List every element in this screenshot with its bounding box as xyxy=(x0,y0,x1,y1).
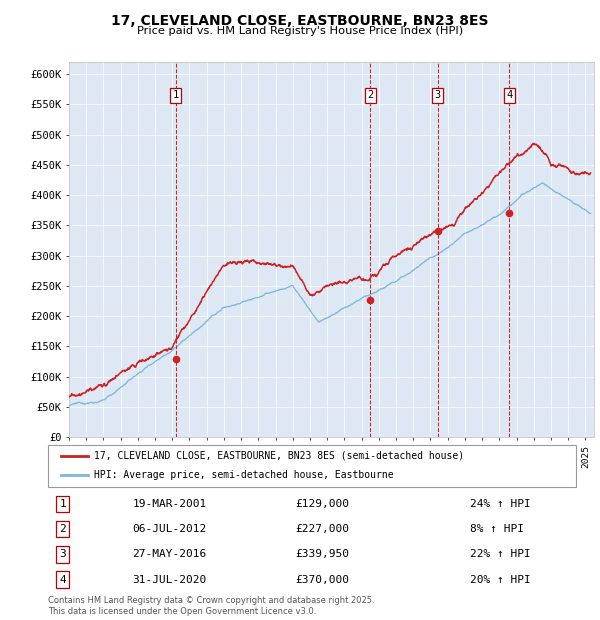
Text: 06-JUL-2012: 06-JUL-2012 xyxy=(133,525,207,534)
Text: 3: 3 xyxy=(434,91,440,100)
Text: 2: 2 xyxy=(367,91,374,100)
Text: 1: 1 xyxy=(173,91,179,100)
Text: 27-MAY-2016: 27-MAY-2016 xyxy=(133,549,207,559)
Text: £227,000: £227,000 xyxy=(296,525,350,534)
Text: 3: 3 xyxy=(59,549,66,559)
Text: 8% ↑ HPI: 8% ↑ HPI xyxy=(470,525,524,534)
Text: 20% ↑ HPI: 20% ↑ HPI xyxy=(470,575,531,585)
FancyBboxPatch shape xyxy=(48,445,576,487)
Text: 2: 2 xyxy=(59,525,66,534)
Text: 1: 1 xyxy=(59,499,66,509)
Text: 31-JUL-2020: 31-JUL-2020 xyxy=(133,575,207,585)
Text: Contains HM Land Registry data © Crown copyright and database right 2025.
This d: Contains HM Land Registry data © Crown c… xyxy=(48,596,374,616)
Text: 24% ↑ HPI: 24% ↑ HPI xyxy=(470,499,531,509)
Text: Price paid vs. HM Land Registry's House Price Index (HPI): Price paid vs. HM Land Registry's House … xyxy=(137,26,463,36)
Text: HPI: Average price, semi-detached house, Eastbourne: HPI: Average price, semi-detached house,… xyxy=(94,471,394,480)
Text: 17, CLEVELAND CLOSE, EASTBOURNE, BN23 8ES (semi-detached house): 17, CLEVELAND CLOSE, EASTBOURNE, BN23 8E… xyxy=(94,451,464,461)
Text: 22% ↑ HPI: 22% ↑ HPI xyxy=(470,549,531,559)
Text: 17, CLEVELAND CLOSE, EASTBOURNE, BN23 8ES: 17, CLEVELAND CLOSE, EASTBOURNE, BN23 8E… xyxy=(111,14,489,28)
Text: £339,950: £339,950 xyxy=(296,549,350,559)
Text: 4: 4 xyxy=(506,91,512,100)
Text: £129,000: £129,000 xyxy=(296,499,350,509)
Text: 4: 4 xyxy=(59,575,66,585)
Text: 19-MAR-2001: 19-MAR-2001 xyxy=(133,499,207,509)
Text: £370,000: £370,000 xyxy=(296,575,350,585)
